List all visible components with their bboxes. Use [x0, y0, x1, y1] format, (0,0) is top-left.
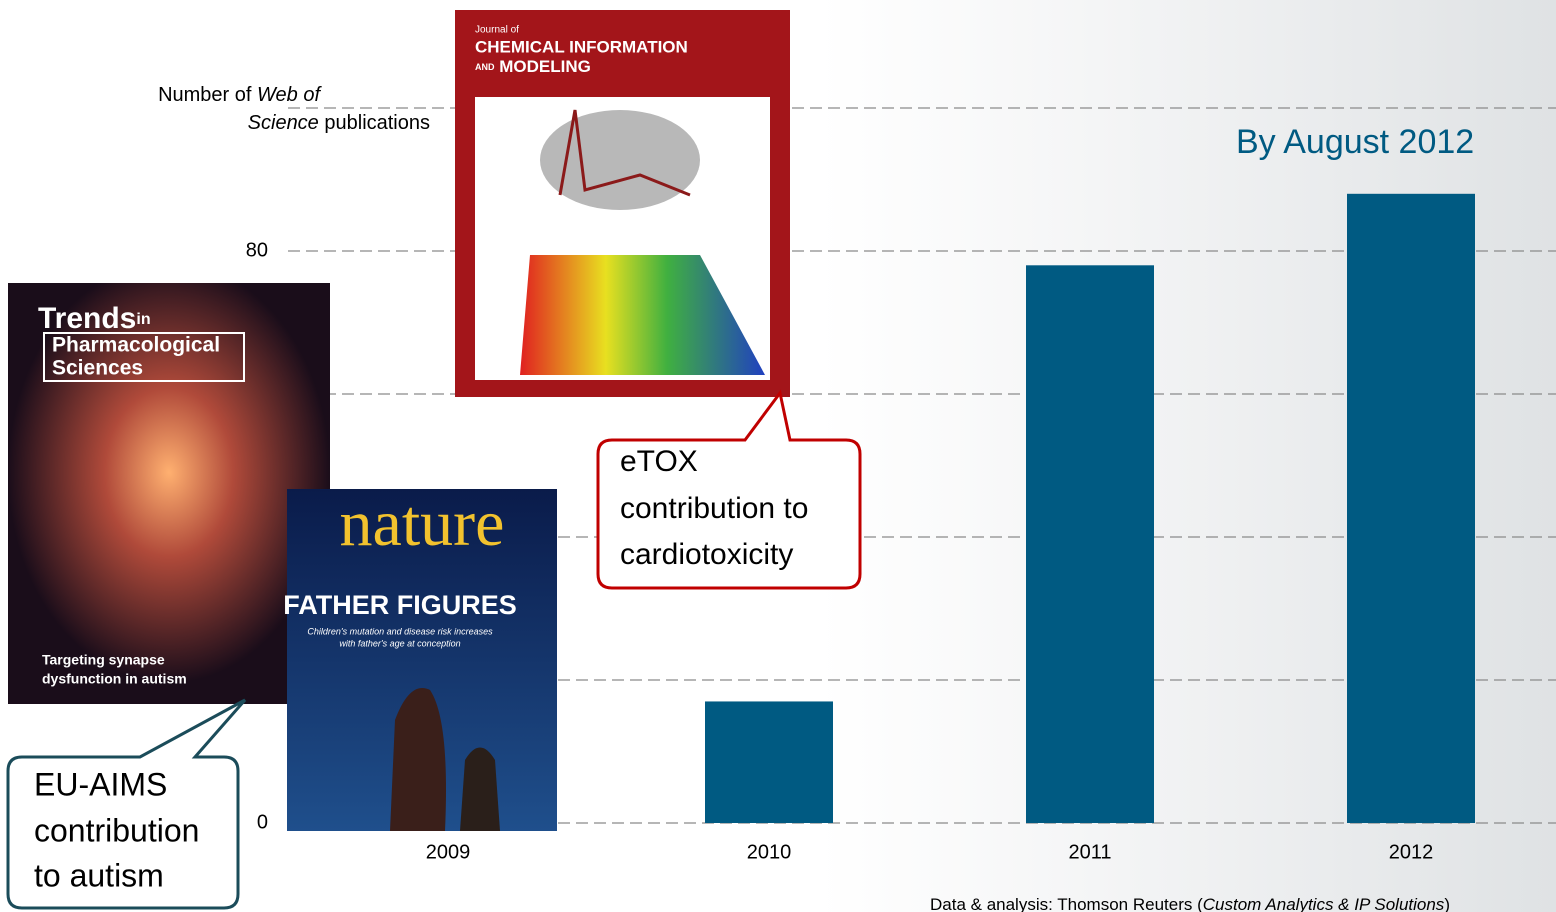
cover-headline: Targeting synapse: [42, 652, 165, 668]
x-tick-label: 2011: [1068, 841, 1111, 863]
callout-text: EU-AIMS: [34, 766, 167, 802]
callout-text: cardiotoxicity: [620, 538, 793, 571]
y-axis-label: Number of Web of: [158, 84, 322, 106]
callout-text: contribution: [34, 812, 199, 848]
cover-subtitle: Sciences: [52, 357, 143, 380]
cover-molecule: [540, 110, 700, 210]
bar: [1026, 265, 1154, 823]
x-tick-label: 2010: [747, 841, 792, 863]
cover-sub: with father's age at conception: [339, 638, 460, 648]
cover-title: nature: [340, 487, 505, 560]
x-tick-label: 2012: [1389, 841, 1434, 863]
bar: [1347, 194, 1475, 823]
cover-nature: nature FATHER FIGURES Children's mutatio…: [283, 487, 557, 831]
cover-headline: dysfunction in autism: [42, 671, 187, 687]
cover-title: Journal of: [475, 25, 519, 36]
cover-figure: [460, 748, 500, 832]
callout-text: eTOX: [620, 445, 698, 478]
cover-subtitle: Pharmacological: [52, 334, 220, 357]
source-note: Data & analysis: Thomson Reuters (Custom…: [930, 895, 1450, 912]
cover-title: CHEMICAL INFORMATION: [475, 37, 688, 56]
x-tick-label: 2009: [426, 841, 471, 863]
bar: [705, 701, 833, 823]
cover-jcim: Journal of CHEMICAL INFORMATION AND MODE…: [455, 10, 790, 397]
cover-title: Trendsin: [38, 302, 151, 335]
y-tick-label: 0: [257, 811, 268, 833]
annotation: By August 2012: [1236, 123, 1474, 161]
cover-trends: Trendsin Pharmacological Sciences Target…: [8, 283, 330, 704]
y-axis-label: Science publications: [248, 112, 430, 134]
cover-headline: FATHER FIGURES: [283, 590, 517, 620]
callout-text: contribution to: [620, 492, 808, 525]
y-tick-label: 80: [246, 239, 268, 261]
cover-sub: Children's mutation and disease risk inc…: [307, 626, 493, 636]
chart: Number of Web of Science publications By…: [0, 0, 1556, 912]
callout-text: to autism: [34, 857, 164, 893]
